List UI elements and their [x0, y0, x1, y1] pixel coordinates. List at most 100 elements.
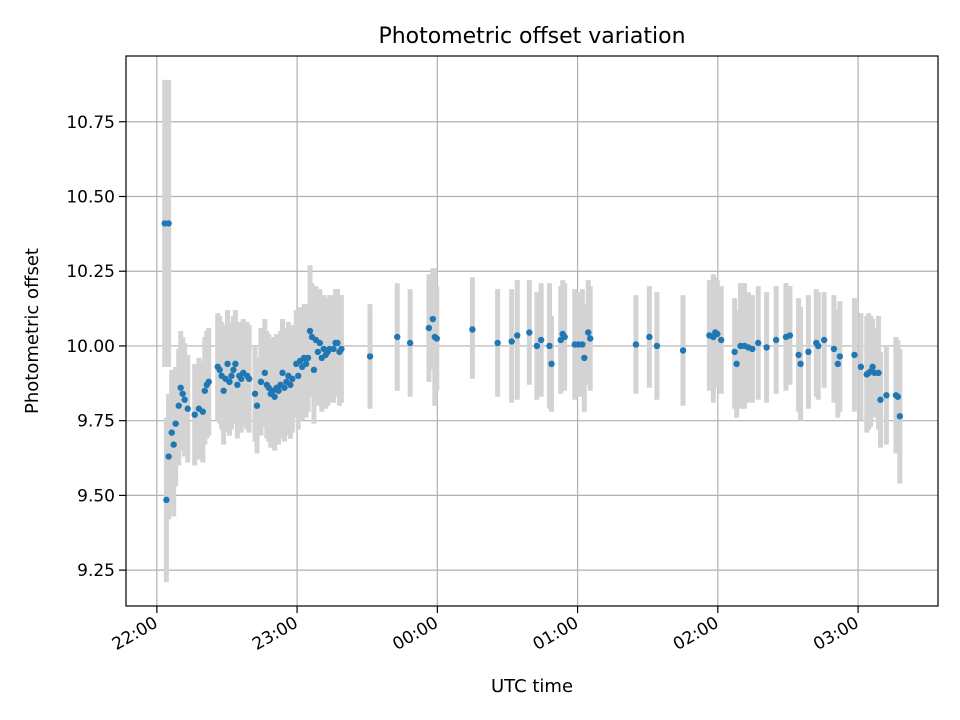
data-point [749, 345, 756, 353]
data-point [632, 341, 640, 348]
y-tick-label: 10.50 [66, 187, 115, 207]
data-point [869, 363, 876, 371]
data-point [281, 384, 288, 391]
data-point [253, 402, 261, 409]
data-point [238, 375, 245, 383]
y-tick-label: 10.25 [66, 262, 115, 282]
data-point [755, 339, 762, 347]
chart-title: Photometric offset variation [378, 24, 685, 49]
data-point [795, 351, 802, 359]
data-point [334, 339, 341, 347]
data-point [245, 375, 253, 383]
y-tick-label: 9.25 [77, 561, 115, 581]
data-point [894, 393, 902, 400]
data-point [165, 220, 172, 227]
data-point [896, 412, 904, 420]
data-point [175, 402, 182, 409]
data-point [546, 342, 553, 350]
data-point [429, 315, 437, 323]
y-tick-label: 10.75 [66, 113, 115, 133]
data-point [537, 336, 545, 344]
data-point [548, 360, 555, 368]
data-point [469, 326, 476, 333]
data-point [172, 420, 179, 427]
data-point [230, 366, 237, 374]
data-point [205, 378, 212, 386]
data-point [271, 393, 278, 400]
data-point [836, 353, 844, 360]
data-point [201, 387, 209, 394]
data-point [585, 329, 592, 336]
data-point [875, 369, 882, 377]
data-point [508, 338, 515, 345]
data-point [310, 366, 318, 374]
x-axis-label: UTC time [491, 676, 573, 697]
data-point [526, 329, 533, 336]
data-point [579, 341, 586, 348]
data-point [717, 336, 725, 344]
plot-frame [125, 55, 939, 607]
data-point [581, 354, 588, 362]
data-point [338, 345, 345, 353]
data-point [220, 387, 227, 394]
data-point [425, 324, 433, 332]
y-tick-label: 9.75 [77, 412, 115, 432]
data-point [533, 342, 541, 350]
data-point [165, 453, 172, 460]
data-point [394, 333, 401, 341]
data-point [295, 372, 302, 380]
data-point [805, 348, 812, 356]
data-point [234, 381, 241, 389]
data-point [653, 342, 661, 350]
data-point [330, 345, 337, 353]
data-point [232, 360, 239, 368]
data-point [302, 360, 310, 368]
data-point [199, 408, 207, 415]
data-point [494, 339, 501, 347]
data-point [306, 327, 314, 335]
data-point [228, 372, 235, 380]
data-point [226, 378, 233, 386]
data-point [406, 339, 414, 347]
data-point [714, 330, 721, 338]
data-point [883, 392, 890, 399]
y-tick-label: 9.50 [77, 486, 115, 506]
data-point [731, 348, 738, 356]
y-axis-label: Photometric offset [22, 248, 43, 414]
data-point [179, 390, 186, 397]
data-point [877, 396, 884, 403]
data-point [224, 360, 231, 368]
data-point [177, 384, 184, 391]
data-point [797, 360, 804, 368]
data-point [561, 333, 568, 341]
data-point [289, 375, 296, 383]
data-point [857, 363, 865, 371]
data-point [163, 496, 170, 504]
data-point [257, 378, 265, 386]
data-point [170, 441, 177, 448]
data-point [216, 366, 223, 374]
data-point [316, 339, 324, 347]
data-point [314, 348, 322, 356]
data-point [834, 360, 842, 368]
data-point [304, 354, 312, 362]
data-point [433, 335, 440, 342]
y-axis-ticks: 9.25 9.50 9.75 10.00 10.25 10.50 10.75 [66, 113, 126, 581]
data-point [772, 336, 780, 344]
data-point [191, 411, 198, 418]
data-point [733, 360, 740, 368]
data-point [820, 336, 828, 344]
y-tick-label: 10.00 [66, 337, 115, 357]
data-point [851, 351, 858, 359]
data-point [763, 344, 770, 351]
data-point [287, 381, 294, 389]
data-point [279, 369, 286, 377]
data-point [168, 429, 175, 436]
data-points [161, 220, 904, 504]
data-point [366, 353, 374, 360]
data-point [275, 387, 282, 394]
data-point [261, 369, 269, 377]
data-point [830, 345, 838, 353]
data-point [815, 342, 822, 350]
